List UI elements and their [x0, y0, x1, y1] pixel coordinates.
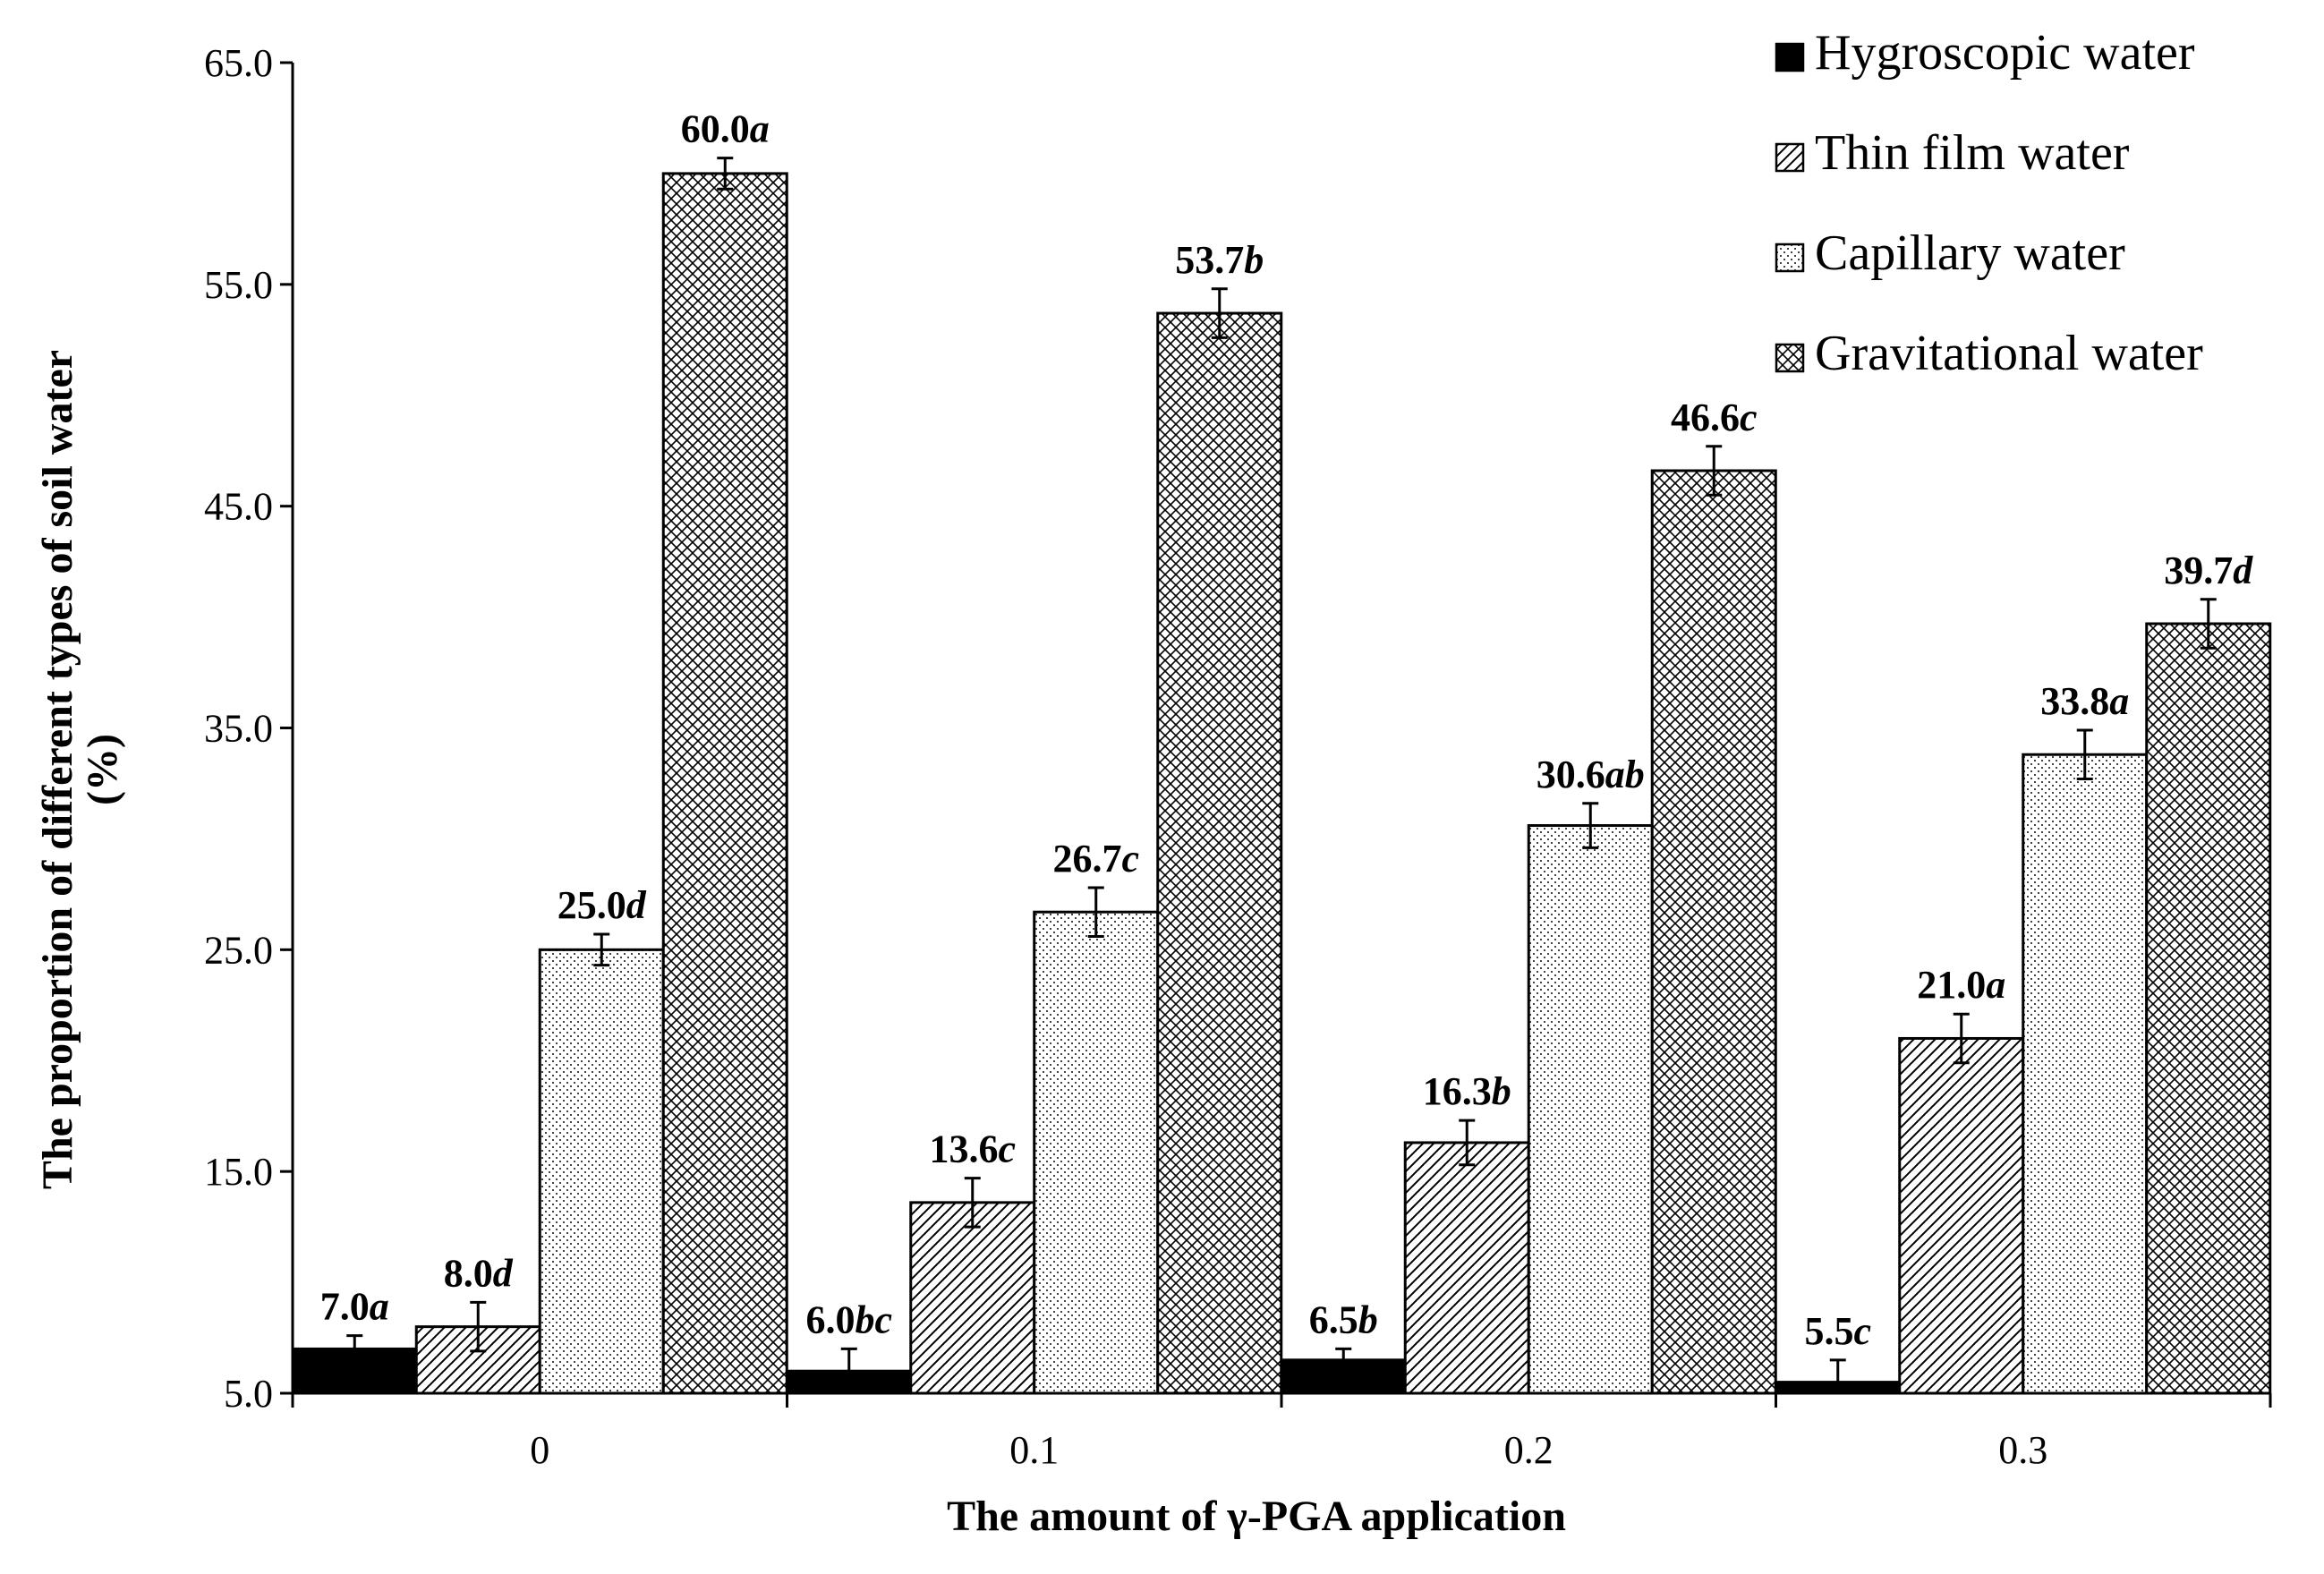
data-label-value: 53.7 — [1175, 238, 1244, 282]
data-label-letter: c — [1121, 837, 1139, 881]
legend-label: Thin film water — [1815, 125, 2130, 181]
data-label-letter: b — [1244, 238, 1264, 282]
data-label-value: 30.6 — [1537, 753, 1605, 796]
y-ticks: 5.0 15.0 25.0 35.0 45.0 55.0 65.0 — [204, 41, 293, 1416]
bar-thin-film-water — [1403, 1141, 1530, 1395]
y-tick-label: 25.0 — [204, 928, 273, 972]
data-labels-layer: 7.0a 6.0bc 6.5b 5.5c8.0d13.6c16.3b21.0a25.0… — [320, 107, 2254, 1353]
data-label: 7.0a — [320, 1285, 389, 1329]
y-tick-label: 45.0 — [204, 485, 273, 529]
data-label-value: 7.0 — [320, 1285, 370, 1329]
data-label-value: 6.0 — [805, 1297, 855, 1341]
bar-gravitational-water — [2145, 622, 2272, 1395]
data-label: 60.0a — [681, 107, 770, 151]
bar-capillary-water — [1033, 910, 1160, 1395]
data-label: 46.6c — [1671, 396, 1758, 439]
y-axis-title-line2: (%) — [79, 734, 126, 805]
data-label-letter: ab — [1605, 753, 1645, 796]
data-label-value: 16.3 — [1423, 1069, 1492, 1113]
data-label: 39.7d — [2164, 549, 2253, 592]
data-label-letter: d — [2233, 549, 2253, 592]
y-tick-label: 55.0 — [204, 263, 273, 307]
bars-layer — [291, 172, 2272, 1395]
y-axis-title-line1: The proportion of different types of soi… — [34, 350, 81, 1189]
bar-capillary-water — [2022, 753, 2149, 1395]
bar-capillary-water — [1527, 824, 1654, 1395]
data-label: 26.7c — [1052, 837, 1139, 881]
error-bars-layer — [346, 157, 2217, 1395]
y-tick-label: 5.0 — [224, 1372, 273, 1416]
data-label-value: 46.6 — [1671, 396, 1740, 439]
data-label: 16.3b — [1423, 1069, 1511, 1113]
bar-gravitational-water — [661, 172, 788, 1395]
data-label-value: 26.7 — [1052, 837, 1121, 881]
y-tick-label: 35.0 — [204, 707, 273, 751]
data-label-value: 25.0 — [558, 883, 626, 927]
data-label-letter: c — [1740, 396, 1758, 439]
data-label-value: 5.5 — [1804, 1309, 1853, 1353]
x-ticks: 0 0.1 0.2 0.3 — [291, 1393, 2272, 1472]
data-label-value: 8.0 — [444, 1251, 493, 1295]
data-label-letter: b — [1492, 1069, 1511, 1113]
bar-gravitational-water — [1650, 469, 1777, 1395]
x-tick-label: 0.1 — [1009, 1428, 1059, 1472]
data-label: 21.0a — [1917, 963, 2005, 1007]
data-label-letter: c — [1853, 1309, 1871, 1353]
data-label-letter: a — [1986, 963, 2005, 1007]
y-tick-label: 15.0 — [204, 1150, 273, 1194]
data-label-letter: b — [1358, 1297, 1378, 1341]
data-label: 25.0d — [558, 883, 647, 927]
bar-thin-film-water — [1898, 1036, 2025, 1395]
data-label-letter: a — [2109, 679, 2129, 723]
bar-thin-film-water — [909, 1201, 1036, 1395]
x-tick-label: 0 — [530, 1428, 549, 1472]
x-tick-label: 0.3 — [1998, 1428, 2047, 1472]
data-label: 13.6c — [929, 1127, 1016, 1171]
data-label-letter: a — [750, 107, 770, 151]
legend-swatch — [1775, 142, 1805, 173]
data-label-letter: a — [370, 1285, 389, 1329]
data-label: 53.7b — [1175, 238, 1264, 282]
legend-label: Hygroscopic water — [1815, 25, 2195, 81]
legend-swatch — [1775, 242, 1805, 273]
data-label: 6.5b — [1309, 1297, 1378, 1341]
y-axis-title: The proportion of different types of soi… — [34, 350, 126, 1189]
data-label-letter: c — [998, 1127, 1016, 1171]
legend: Hygroscopic water Thin film water Capillar… — [1775, 25, 2203, 381]
data-label-value: 6.5 — [1309, 1297, 1358, 1341]
legend-swatch — [1775, 42, 1805, 72]
data-label: 33.8a — [2040, 679, 2129, 723]
data-label: 6.0bc — [805, 1297, 892, 1341]
bar-gravitational-water — [1156, 311, 1283, 1395]
bar-capillary-water — [538, 948, 665, 1395]
y-tick-label: 65.0 — [204, 41, 273, 85]
data-label-letter: d — [493, 1251, 514, 1295]
data-label: 30.6ab — [1537, 753, 1645, 796]
x-axis-title: The amount of γ-PGA application — [947, 1493, 1566, 1540]
data-label-letter: d — [626, 883, 647, 927]
legend-label: Gravitational water — [1815, 326, 2203, 381]
data-label: 5.5c — [1804, 1309, 1871, 1353]
legend-label: Capillary water — [1815, 225, 2125, 281]
data-label-value: 33.8 — [2040, 679, 2109, 723]
data-label-value: 39.7 — [2164, 549, 2233, 592]
data-label-letter: bc — [855, 1297, 892, 1341]
data-label-value: 13.6 — [929, 1127, 998, 1171]
data-label: 8.0d — [444, 1251, 514, 1295]
data-label-value: 21.0 — [1917, 963, 1986, 1007]
data-label-value: 60.0 — [681, 107, 750, 151]
legend-swatch — [1775, 343, 1805, 373]
x-tick-label: 0.2 — [1504, 1428, 1554, 1472]
